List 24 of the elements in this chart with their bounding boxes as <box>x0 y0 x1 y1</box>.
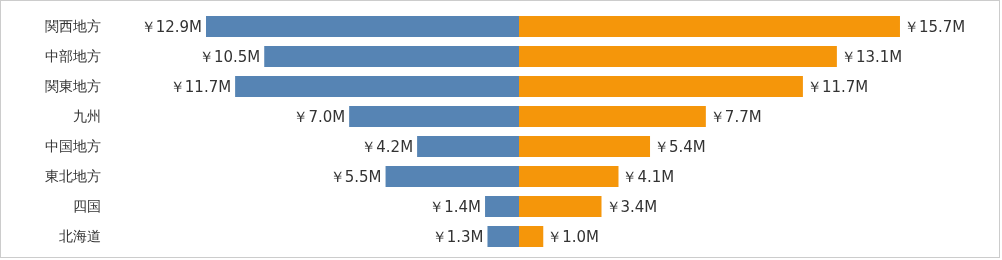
data-label: ￥15.7M <box>903 17 966 36</box>
data-label: ￥11.7M <box>806 77 869 96</box>
data-label: ￥13.1M <box>840 47 903 66</box>
data-label: ￥7.7M <box>709 107 762 126</box>
y-tick-label: 関東地方 <box>45 77 101 94</box>
y-tick-label: 中国地方 <box>45 137 101 154</box>
data-label: ￥5.5M <box>329 167 382 186</box>
data-label: ￥7.0M <box>293 107 346 126</box>
data-label: ￥11.7M <box>169 77 232 96</box>
data-label: ￥1.4M <box>429 197 482 216</box>
y-tick-label: 東北地方 <box>45 167 101 184</box>
y-tick-label: 九州 <box>73 107 101 124</box>
y-tick-label: 四国 <box>73 197 101 214</box>
data-label: ￥4.2M <box>361 137 414 156</box>
y-tick-label: 北海道 <box>59 227 101 244</box>
data-label: ￥10.5M <box>198 47 261 66</box>
y-tick-label: 中部地方 <box>45 47 101 64</box>
data-label: ￥1.3M <box>431 227 484 246</box>
data-label: ￥5.4M <box>654 137 706 156</box>
y-tick-label: 関西地方 <box>45 17 101 34</box>
data-label: ￥4.1M <box>622 167 675 186</box>
data-label: ￥1.0M <box>547 227 600 246</box>
data-label: ￥3.4M <box>605 197 658 216</box>
data-label: ￥12.9M <box>140 17 202 36</box>
